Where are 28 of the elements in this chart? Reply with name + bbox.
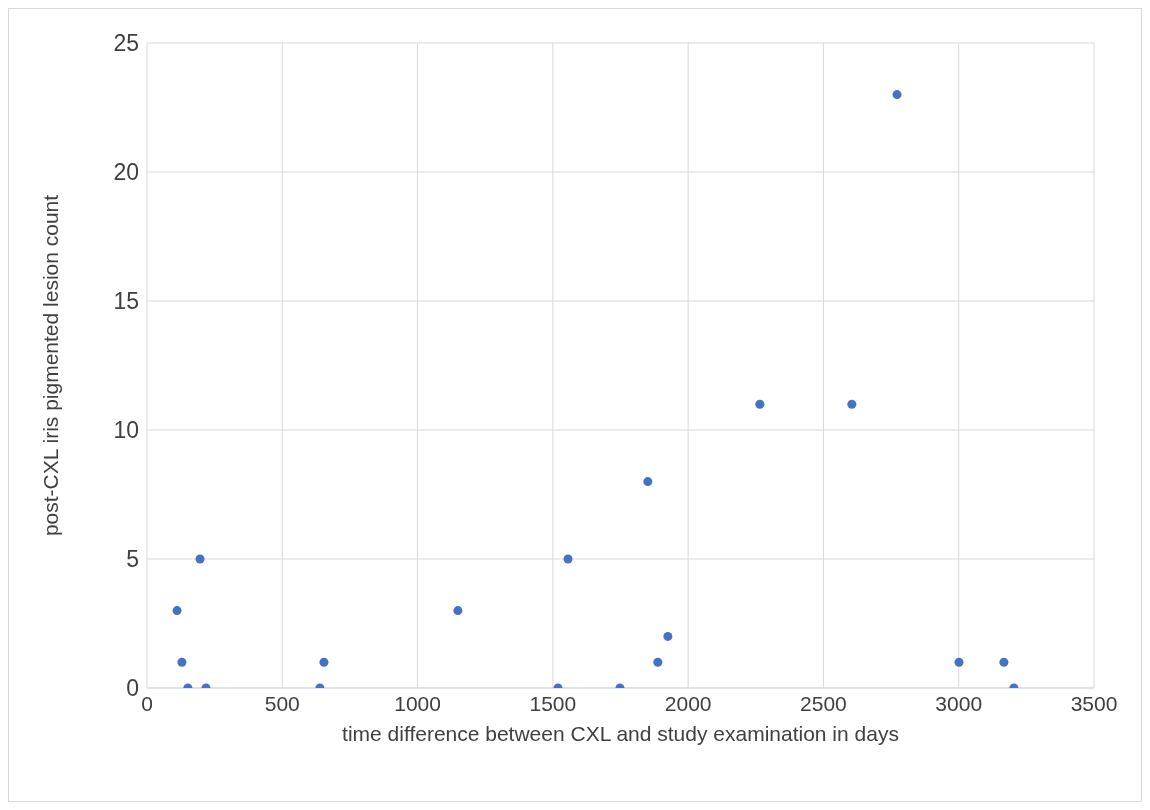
point bbox=[999, 657, 1009, 667]
y-tick-label: 15 bbox=[113, 288, 139, 315]
y-tick-label: 5 bbox=[126, 546, 139, 573]
point bbox=[663, 631, 673, 641]
point bbox=[755, 399, 765, 409]
x-tick-label: 2500 bbox=[800, 691, 847, 715]
point bbox=[177, 657, 187, 667]
x-tick-label: 1000 bbox=[394, 691, 441, 715]
point bbox=[453, 606, 463, 616]
y-tick-label: 20 bbox=[113, 159, 139, 186]
y-axis-title: post-CXL iris pigmented lesion count bbox=[39, 194, 63, 537]
point bbox=[892, 90, 902, 100]
x-tick-label: 500 bbox=[264, 691, 300, 715]
y-tick-label: 25 bbox=[113, 30, 139, 57]
x-tick-label: 3000 bbox=[935, 691, 983, 715]
x-tick-label: 1500 bbox=[529, 691, 577, 715]
x-tick-label: 2000 bbox=[664, 691, 712, 715]
point bbox=[195, 554, 205, 564]
point bbox=[653, 657, 663, 667]
x-tick-label: 3500 bbox=[1070, 691, 1118, 715]
point bbox=[172, 606, 182, 616]
point bbox=[954, 657, 964, 667]
point bbox=[319, 657, 329, 667]
y-tick-label: 10 bbox=[113, 417, 139, 444]
x-axis-title: time difference between CXL and study examination in days bbox=[342, 721, 899, 745]
point bbox=[563, 554, 573, 564]
point bbox=[847, 399, 857, 409]
point bbox=[643, 477, 653, 487]
